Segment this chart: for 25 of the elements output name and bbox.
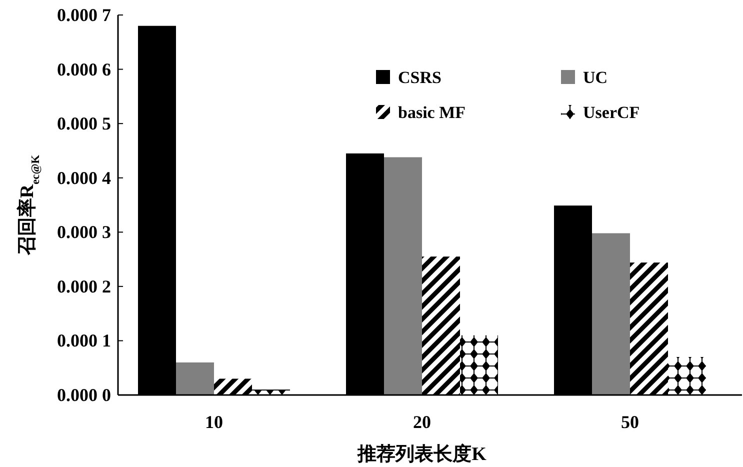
y-tick-label: 0.000 3	[57, 222, 111, 242]
bar	[668, 357, 706, 395]
x-tick-label: 20	[413, 412, 431, 432]
legend-label: UserCF	[583, 103, 640, 122]
y-tick-label: 0.000 6	[57, 59, 111, 80]
bar	[252, 390, 290, 395]
y-tick-label: 0.000 4	[57, 168, 111, 188]
bar	[592, 233, 630, 395]
bar	[176, 362, 214, 395]
y-tick-label: 0.000 5	[57, 114, 111, 134]
y-tick-label: 0.000 0	[57, 385, 111, 405]
bar	[422, 256, 460, 395]
bar	[214, 378, 252, 395]
y-tick-label: 0.000 2	[57, 276, 111, 296]
legend-label: UC	[583, 68, 608, 87]
x-axis-title: 推荐列表长度K	[356, 443, 487, 465]
legend-label: CSRS	[398, 68, 442, 87]
y-tick-label: 0.000 1	[57, 330, 111, 351]
x-tick-label: 50	[621, 412, 639, 432]
legend-label: basic MF	[398, 103, 466, 122]
bar	[630, 262, 668, 395]
x-tick-label: 10	[205, 412, 223, 432]
bar	[384, 157, 422, 395]
bar	[460, 335, 498, 395]
y-tick-label: 0.000 7	[57, 5, 111, 25]
